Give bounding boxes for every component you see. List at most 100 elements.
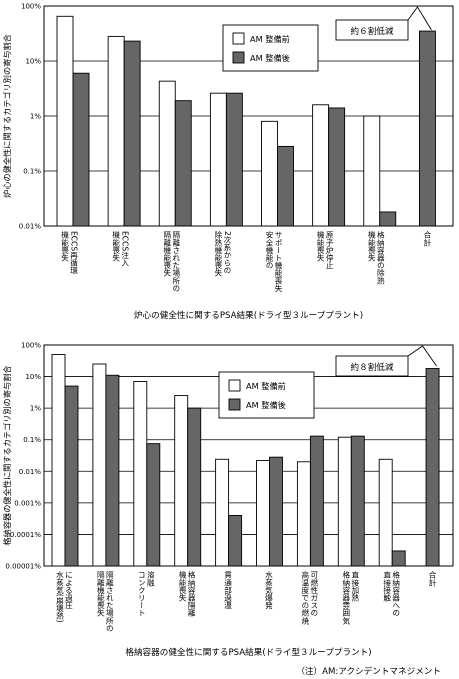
bar-before bbox=[378, 458, 393, 567]
bar-after bbox=[174, 100, 192, 227]
y-tick-label: 0.001% bbox=[14, 499, 41, 507]
category-label: 直接接触 bbox=[382, 570, 391, 603]
category-label: 機能喪失 bbox=[316, 230, 325, 263]
y-tick-label: 0.1% bbox=[23, 168, 41, 176]
annotation-text: 約６割低減 bbox=[351, 25, 394, 37]
category-label: 隔離された場所の bbox=[105, 571, 114, 632]
bar-after bbox=[328, 107, 346, 227]
bar-before bbox=[92, 363, 107, 567]
category-label: 高温度での燃焼 bbox=[301, 570, 310, 626]
category-label: 除熱機能喪失 bbox=[214, 230, 223, 278]
bar-after bbox=[146, 443, 161, 567]
bar-before bbox=[51, 354, 66, 567]
bar-after bbox=[277, 145, 294, 227]
bar-before bbox=[215, 458, 230, 567]
annotation-pointer bbox=[407, 345, 437, 367]
bar-before bbox=[337, 436, 352, 567]
bar-after bbox=[269, 456, 283, 567]
legend-swatch bbox=[228, 398, 241, 411]
chart-title: 炉心の健全性に関するPSA結果(ドライ型３ループプラント) bbox=[134, 309, 363, 321]
y-tick-label: 1% bbox=[30, 405, 41, 413]
bar-after bbox=[379, 211, 397, 227]
category-label: 可燃性ガスの bbox=[310, 571, 319, 617]
y-tick-label: 0.00001% bbox=[5, 563, 41, 571]
category-label: 2次系からの bbox=[223, 231, 232, 274]
y-tick-label: 10% bbox=[25, 373, 41, 381]
annotation-pointer bbox=[407, 6, 432, 31]
category-label: 機能喪失 bbox=[111, 230, 120, 263]
y-tick-label: 1% bbox=[30, 113, 41, 121]
y-tick-label: 0.1% bbox=[23, 436, 41, 444]
bar-after bbox=[425, 368, 440, 567]
bar-before bbox=[312, 104, 330, 227]
y-axis-label: 格納容器の健全性に関するカテゴリ別の寄与割合 bbox=[2, 365, 12, 545]
category-label: 格納容器雰囲気 bbox=[342, 570, 351, 626]
annotation-box bbox=[335, 355, 409, 377]
legend-swatch bbox=[232, 51, 245, 64]
bar-before bbox=[261, 120, 278, 227]
category-label: による過圧 bbox=[64, 571, 73, 610]
category-label: 水蒸気(崩壊熱) bbox=[55, 570, 64, 623]
bar-after bbox=[228, 514, 243, 567]
bar-before bbox=[174, 395, 189, 567]
bar-before bbox=[56, 15, 74, 227]
category-label: サポート機能喪失 bbox=[274, 231, 283, 293]
category-label: 機能喪失 bbox=[367, 230, 376, 263]
legend-box bbox=[218, 371, 315, 419]
y-tick-label: 0.01% bbox=[19, 468, 42, 476]
bar-after bbox=[418, 30, 436, 227]
category-label: 隔離機能喪失 bbox=[163, 231, 172, 278]
bar-after bbox=[225, 92, 243, 227]
footnote: （注）AM:アクシデントマネジメント bbox=[296, 667, 441, 677]
bar-after bbox=[350, 435, 365, 567]
bar-before bbox=[133, 381, 148, 567]
y-tick-label: 10% bbox=[25, 58, 41, 66]
category-label: 機能喪失 bbox=[60, 230, 69, 263]
category-label: 貫通部過温 bbox=[223, 571, 232, 610]
category-label: 隔離機能喪失 bbox=[96, 571, 105, 618]
annotation-box bbox=[335, 19, 409, 41]
chart-title: 格納容器の健全性に関するPSA結果(ドライ型３ループプラント) bbox=[125, 646, 371, 658]
category-label: ECCS再循環 bbox=[69, 231, 78, 275]
category-label: 格納容器への bbox=[391, 570, 400, 617]
category-label: 安全機能の bbox=[265, 230, 274, 269]
bar-after bbox=[72, 72, 90, 227]
legend-label: AM 整備後 bbox=[246, 400, 286, 410]
legend-label: AM 整備前 bbox=[246, 381, 286, 391]
legend-box bbox=[222, 24, 319, 72]
plot-frame bbox=[43, 344, 454, 567]
category-label: 合計 bbox=[423, 230, 432, 248]
y-tick-label: 100% bbox=[21, 3, 41, 11]
bar-after bbox=[391, 550, 406, 567]
category-label: 水蒸気爆発 bbox=[264, 570, 273, 610]
bar-before bbox=[158, 80, 176, 227]
bar-before bbox=[363, 115, 381, 227]
bar-after bbox=[187, 407, 202, 567]
category-label: 機能喪失 bbox=[178, 570, 187, 603]
bar-before bbox=[296, 461, 311, 567]
chart-containment-integrity: 0.00001% 0.0001% 0.001% 0.01% 0.1% 1% 10% 100% 格… bbox=[2, 342, 454, 658]
bar-after bbox=[309, 435, 324, 567]
category-label: ECCS注入 bbox=[120, 231, 129, 267]
category-label: 直接加熱 bbox=[351, 570, 360, 603]
bar-after bbox=[105, 374, 120, 567]
category-label: コンクリート bbox=[137, 571, 146, 617]
category-label: 格納容器隔離 bbox=[187, 570, 196, 618]
bar-before bbox=[209, 92, 227, 227]
bar-after bbox=[64, 385, 79, 567]
annotation-text: 約８割低減 bbox=[351, 361, 394, 373]
bar-after bbox=[123, 40, 141, 227]
y-tick-label: 0.01% bbox=[19, 223, 42, 231]
y-axis-label: 炉心の健全性に関するカテゴリ別の寄与割合 bbox=[2, 34, 12, 198]
bar-before bbox=[107, 35, 125, 227]
bar-before bbox=[256, 460, 270, 567]
category-label: 隔離された場所の bbox=[172, 231, 181, 292]
legend-label: AM 整備後 bbox=[250, 53, 290, 63]
legend-swatch bbox=[228, 379, 241, 392]
category-label: 原子炉停止 bbox=[325, 231, 334, 269]
y-tick-label: 100% bbox=[21, 342, 41, 350]
chart-core-integrity: 0.01% 0.1% 1% 10% 100% 炉心の健全性に関するカテゴリ別の寄与割合 EC… bbox=[2, 3, 454, 321]
y-tick-label: 0.0001% bbox=[10, 531, 41, 539]
category-label: 格納容器の除熱 bbox=[376, 230, 385, 286]
